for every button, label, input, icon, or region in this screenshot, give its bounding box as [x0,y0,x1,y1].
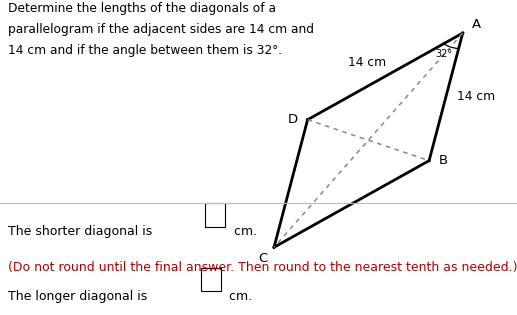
Text: 14 cm and if the angle between them is 32°.: 14 cm and if the angle between them is 3… [8,44,282,57]
Text: D: D [288,113,298,126]
Text: A: A [472,19,481,32]
Text: parallelogram if the adjacent sides are 14 cm and: parallelogram if the adjacent sides are … [8,23,314,36]
Text: The shorter diagonal is: The shorter diagonal is [8,225,152,238]
FancyBboxPatch shape [205,203,225,227]
Text: 14 cm: 14 cm [348,55,386,68]
Text: (Do not round until the final answer. Then round to the nearest tenth as needed.: (Do not round until the final answer. Th… [8,261,517,274]
Text: 14 cm: 14 cm [458,90,495,103]
Text: B: B [438,154,448,167]
Text: cm.: cm. [230,225,256,238]
Text: The longer diagonal is: The longer diagonal is [8,290,147,303]
Text: C: C [258,252,268,265]
FancyBboxPatch shape [201,268,221,291]
Text: Determine the lengths of the diagonals of a: Determine the lengths of the diagonals o… [8,2,276,14]
Text: 32°: 32° [436,49,453,59]
Text: cm.: cm. [225,290,252,303]
